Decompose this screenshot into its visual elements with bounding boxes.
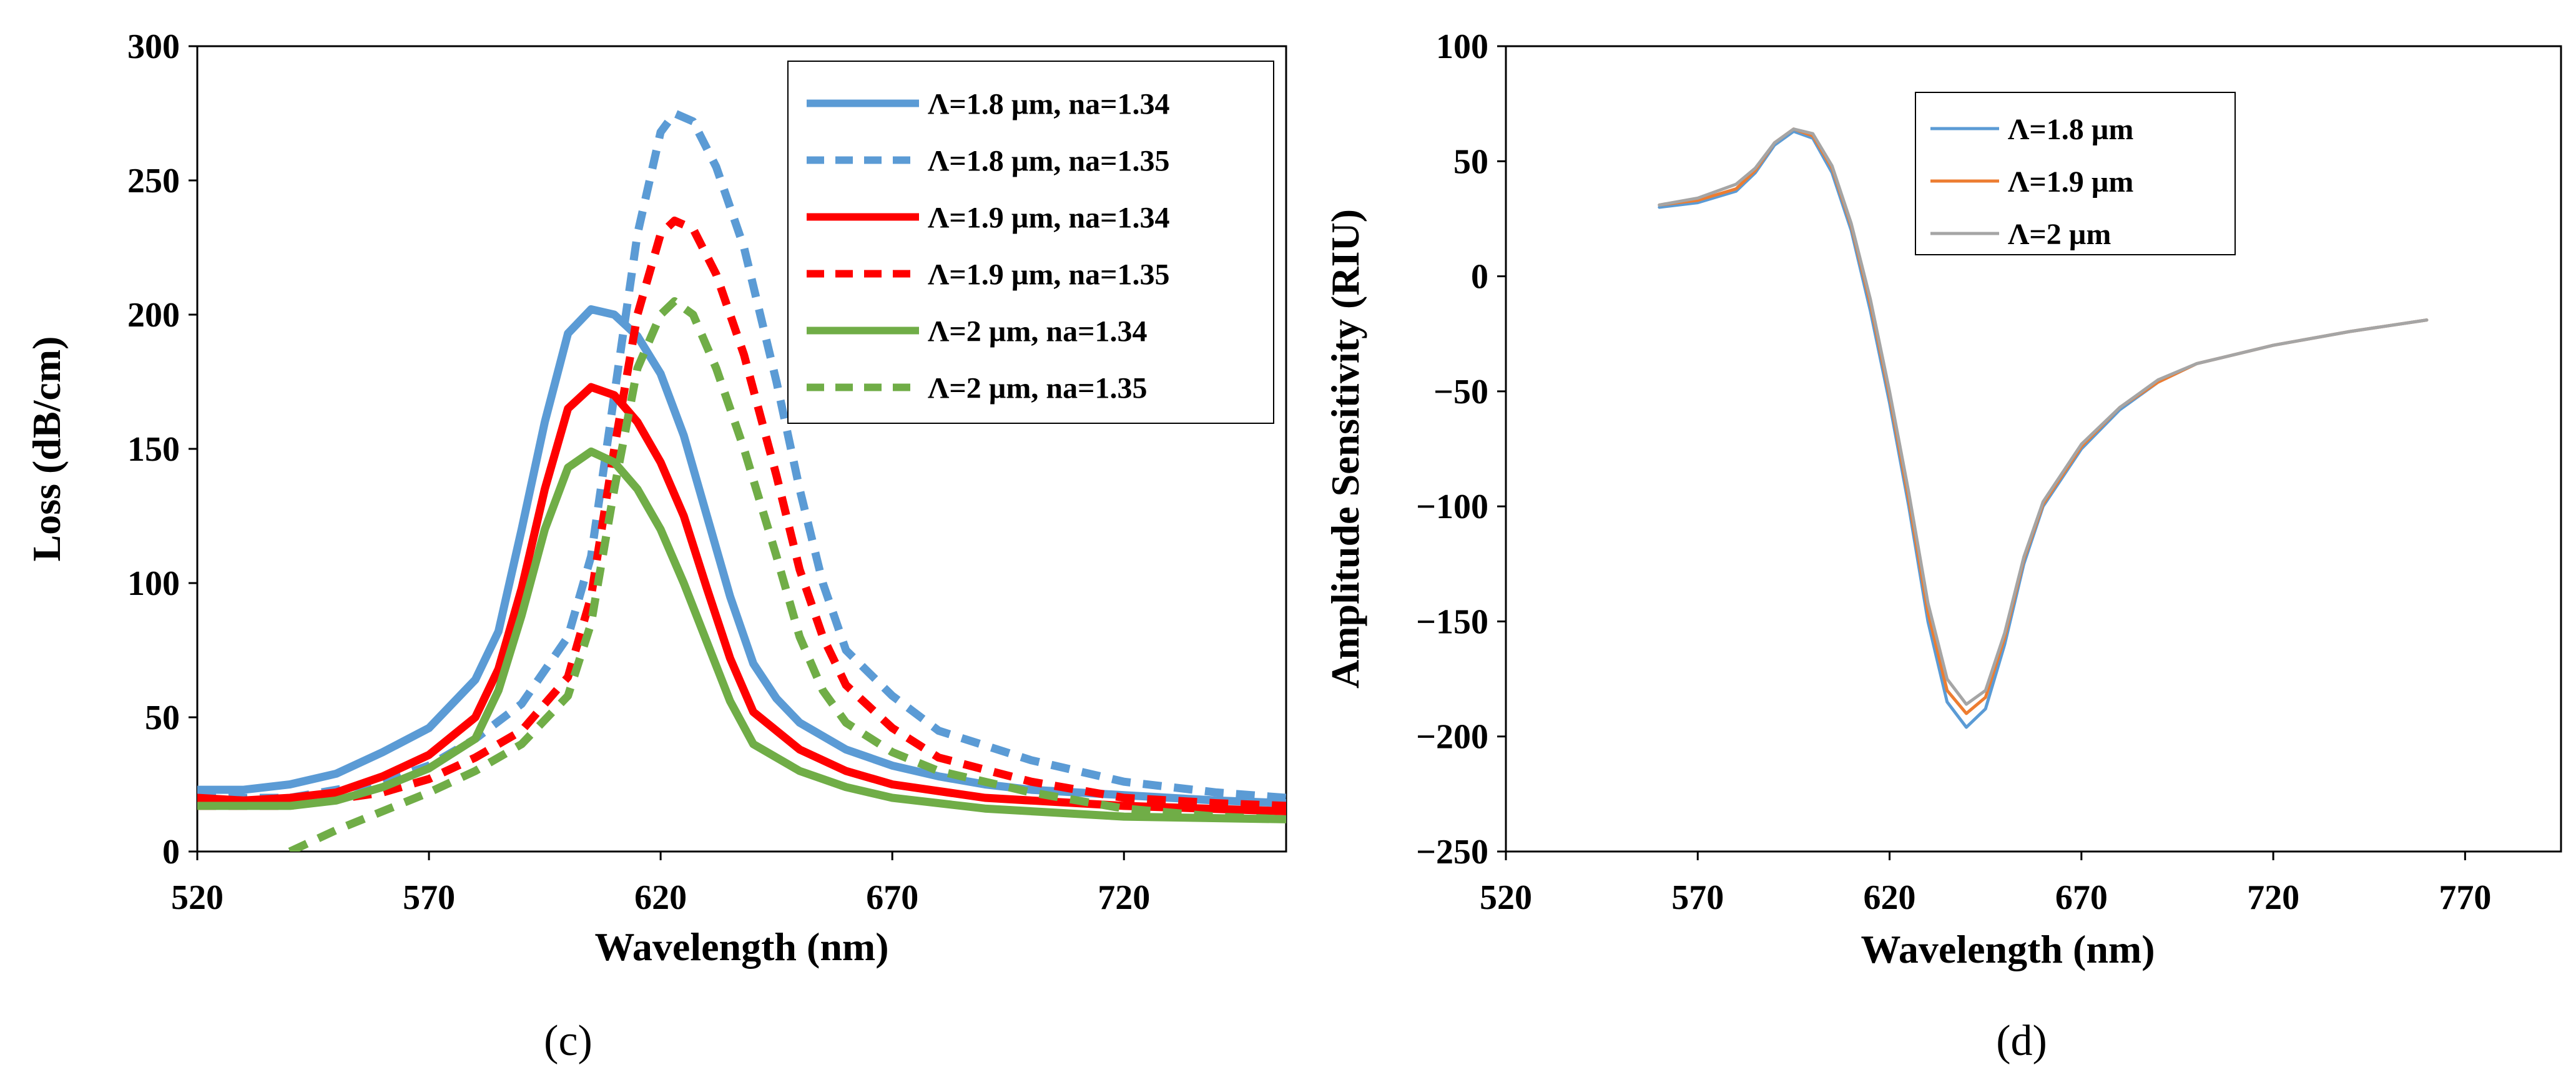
x-tick-label: 620: [1864, 878, 1916, 917]
x-axis-title-d: Wavelength (nm): [1861, 927, 2155, 971]
x-tick-label: 570: [1671, 878, 1724, 917]
series-line-d-3: [1658, 127, 2429, 706]
y-tick-label: −150: [1416, 602, 1488, 641]
legend-label-d-3: Λ=2 µm: [2008, 218, 2111, 251]
panel-label-c: (c): [544, 1017, 592, 1065]
y-tick-label: −200: [1416, 718, 1488, 757]
y-tick-label: 100: [127, 564, 180, 603]
y-tick-label: 50: [1453, 142, 1488, 181]
x-tick-label: 720: [2247, 878, 2299, 917]
panel-label-d: (d): [1996, 1017, 2047, 1065]
y-tick-label: 200: [127, 296, 180, 335]
legend-frame-c: [787, 61, 1274, 424]
legend-label-c-2: Λ=1.8 µm, na=1.35: [928, 145, 1169, 178]
series-lines-c: [197, 109, 1286, 852]
y-tick-label: −250: [1416, 833, 1488, 871]
series-line-c-1: [197, 305, 1286, 808]
series-line-c-4: [197, 217, 1286, 810]
y-tick-label: 100: [1436, 27, 1488, 66]
y-tick-label: −100: [1416, 488, 1488, 526]
legend-label-d-1: Λ=1.8 µm: [2008, 113, 2133, 146]
legend-frame-d: [1915, 92, 2236, 255]
legend-label-c-4: Λ=1.9 µm, na=1.35: [928, 258, 1169, 292]
x-axis-title-c: Wavelength (nm): [594, 925, 888, 969]
y-tick-label: 0: [1471, 258, 1488, 297]
tick-labels-c: 0 50 100 150 200 250 300 520 570 620 670 720: [127, 27, 1150, 917]
x-tick-label: 720: [1098, 878, 1150, 917]
x-tick-label: 570: [403, 878, 455, 917]
y-tick-label: 150: [127, 430, 180, 469]
x-tick-label: 520: [1480, 878, 1532, 917]
x-tick-label: 670: [866, 878, 918, 917]
legend-label-c-6: Λ=2 µm, na=1.35: [928, 372, 1147, 405]
y-axis-title-c: Loss (dB/cm): [24, 336, 69, 562]
x-tick-label: 770: [2439, 878, 2491, 917]
x-tick-label: 670: [2055, 878, 2108, 917]
legend-label-c-3: Λ=1.9 µm, na=1.34: [928, 202, 1169, 235]
legend-c: Λ=1.8 µm, na=1.34 Λ=1.8 µm, na=1.35 Λ=1.9 …: [787, 61, 1274, 424]
series-line-c-6: [288, 297, 1286, 852]
series-lines-d: [1658, 127, 2429, 729]
y-tick-label: −50: [1433, 373, 1488, 411]
series-line-c-3: [197, 383, 1286, 815]
legend-d: Λ=1.8 µm Λ=1.9 µm Λ=2 µm: [1915, 92, 2236, 255]
y-tick-label: 0: [162, 833, 180, 871]
y-tick-label: 300: [127, 27, 180, 66]
chart-panel-c: 0 50 100 150 200 250 300 520 570 620 670 720 Wavele…: [24, 27, 1287, 1065]
legend-label-d-2: Λ=1.9 µm: [2008, 165, 2133, 199]
chart-panel-d: −250 −200 −150 −100 −50 0 50 100 520 570 620 670 720…: [1323, 27, 2562, 1065]
y-tick-label: 50: [145, 699, 180, 737]
tick-labels-d: −250 −200 −150 −100 −50 0 50 100 520 570 620 670 720…: [1416, 27, 2491, 917]
series-line-c-5: [197, 447, 1286, 823]
y-axis-title-d: Amplitude Sensitivity (RIU): [1323, 209, 1367, 689]
x-tick-label: 520: [171, 878, 224, 917]
legend-label-c-1: Λ=1.8 µm, na=1.34: [928, 88, 1169, 121]
x-tick-label: 620: [634, 878, 687, 917]
legend-label-c-5: Λ=2 µm, na=1.34: [928, 315, 1147, 348]
plot-area-frame-d: [1505, 45, 2562, 853]
y-tick-label: 250: [127, 162, 180, 200]
